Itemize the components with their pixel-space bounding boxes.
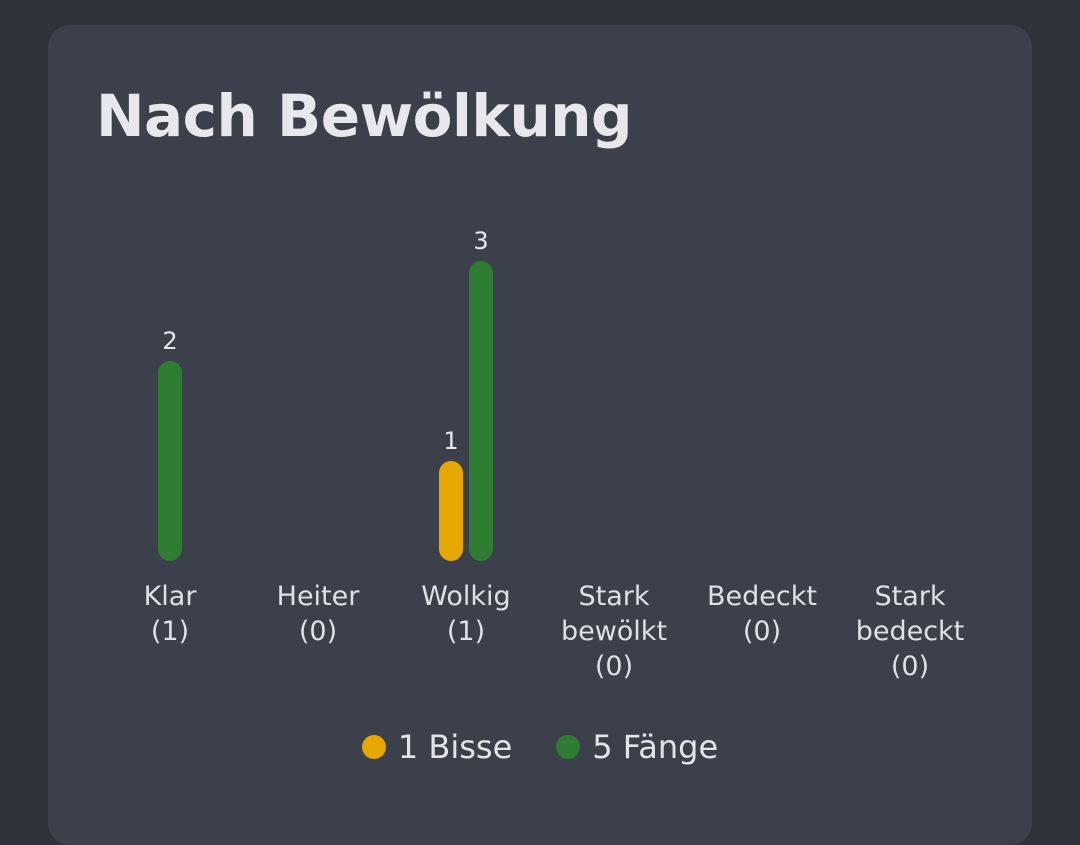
category-label-4: Bedeckt (0) bbox=[688, 579, 836, 649]
category-label-5: Stark bedeckt (0) bbox=[836, 579, 984, 684]
legend-label-bites: 1 Bisse bbox=[397, 728, 513, 766]
chart-card bbox=[48, 25, 1032, 845]
category-count-2: (1) bbox=[446, 616, 486, 647]
legend-item-catches[interactable]: 5 Fänge bbox=[556, 728, 718, 766]
data-label-catches-2: 3 bbox=[473, 227, 488, 255]
category-count-5: (0) bbox=[890, 651, 930, 682]
category-name-4-line-0: Bedeckt bbox=[707, 581, 817, 612]
bar-chart: 2 1 3 bbox=[158, 227, 493, 561]
category-name-2-line-0: Wolkig bbox=[421, 581, 511, 612]
data-label-bites-2: 1 bbox=[443, 427, 458, 455]
bar-catches-2[interactable] bbox=[469, 261, 493, 561]
category-name-0-line-0: Klar bbox=[143, 581, 197, 612]
chart-legend: 1 Bisse 5 Fänge bbox=[0, 728, 1080, 766]
data-label-catches-0: 2 bbox=[162, 327, 177, 355]
category-name-3-line-0: Stark bbox=[578, 581, 650, 612]
legend-dot-bites bbox=[361, 735, 386, 759]
bar-bites-2[interactable] bbox=[439, 461, 463, 561]
category-count-3: (0) bbox=[594, 651, 634, 682]
legend-item-bites[interactable]: 1 Bisse bbox=[361, 728, 513, 766]
legend-label-catches: 5 Fänge bbox=[592, 728, 719, 766]
category-name-5-line-1: bedeckt bbox=[855, 616, 965, 647]
bar-catches-0[interactable] bbox=[158, 361, 182, 561]
category-label-1: Heiter (0) bbox=[244, 579, 392, 649]
category-label-3: Stark bewölkt (0) bbox=[540, 579, 688, 684]
category-count-1: (0) bbox=[298, 616, 338, 647]
category-name-3-line-1: bewölkt bbox=[560, 616, 668, 647]
category-name-5-line-0: Stark bbox=[874, 581, 946, 612]
legend-dot-catches bbox=[556, 735, 581, 759]
category-name-1-line-0: Heiter bbox=[276, 581, 360, 612]
category-label-0: Klar (1) bbox=[96, 579, 244, 649]
category-count-4: (0) bbox=[742, 616, 782, 647]
chart-title: Nach Bewölkung bbox=[96, 82, 633, 150]
category-count-0: (1) bbox=[150, 616, 190, 647]
category-label-2: Wolkig (1) bbox=[392, 579, 540, 649]
